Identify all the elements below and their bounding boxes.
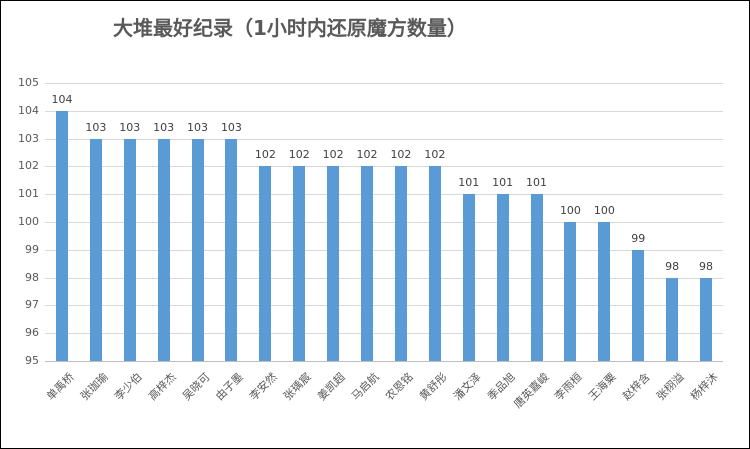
y-axis-tick-label: 97 — [25, 298, 39, 312]
bar-value-label: 102 — [288, 148, 310, 162]
gridline — [45, 194, 723, 196]
gridline — [45, 249, 723, 251]
x-axis-category-label: 张珈瑜 — [77, 370, 111, 403]
bar[interactable] — [327, 166, 340, 361]
bar[interactable] — [55, 110, 68, 361]
y-axis-tick-label: 96 — [25, 326, 39, 340]
bar-value-label: 99 — [631, 231, 646, 245]
y-axis-tick-label: 104 — [18, 103, 39, 117]
y-axis-tick-label: 102 — [18, 159, 39, 173]
bar[interactable] — [259, 166, 272, 361]
x-axis-category-label: 李少伯 — [111, 370, 145, 403]
x-axis-category-label: 姜凯超 — [315, 370, 348, 403]
bar-value-label: 103 — [119, 120, 141, 134]
bar-value-label: 103 — [85, 120, 107, 134]
bar[interactable] — [666, 277, 679, 361]
gridline — [45, 110, 723, 112]
bar[interactable] — [225, 138, 238, 361]
bar-value-label: 102 — [390, 148, 412, 162]
bar[interactable] — [598, 222, 611, 361]
bar[interactable] — [530, 194, 543, 361]
bar-value-label: 100 — [559, 204, 581, 217]
x-axis-category-label: 赵梓含 — [620, 370, 653, 403]
bar-value-label: 101 — [526, 176, 548, 190]
gridline — [45, 138, 723, 140]
gridline — [45, 305, 723, 307]
bar[interactable] — [157, 138, 170, 361]
bar[interactable] — [632, 249, 645, 361]
bar-value-label: 104 — [51, 92, 73, 106]
bar-value-label: 98 — [665, 259, 680, 273]
x-axis-category-label: 由子墨 — [213, 370, 247, 403]
bar-value-label: 103 — [153, 120, 175, 134]
bar-value-label: 102 — [322, 148, 344, 162]
gridline — [45, 277, 723, 279]
x-axis-category-label: 潘文泽 — [450, 370, 484, 403]
x-axis-category-label: 高梓杰 — [145, 370, 179, 403]
bar[interactable] — [89, 138, 102, 361]
x-axis-category-label: 马启航 — [349, 370, 382, 403]
bar-value-label: 103 — [220, 120, 242, 134]
bar[interactable] — [462, 194, 475, 361]
x-axis-category-label: 李安然 — [247, 370, 280, 403]
x-axis-category-label: 单禹桥 — [44, 370, 77, 403]
bar-value-label: 102 — [254, 148, 276, 162]
bar[interactable] — [394, 166, 407, 361]
y-axis-tick-label: 98 — [25, 270, 39, 284]
bar-value-label: 103 — [187, 120, 209, 134]
gridline — [45, 222, 723, 223]
x-axis-category-label: 杨梓沐 — [688, 370, 721, 403]
y-axis-tick-label: 100 — [18, 215, 39, 228]
chart-title: 大堆最好纪录（1小时内还原魔方数量） — [113, 16, 467, 40]
bar-value-label: 101 — [492, 176, 514, 190]
x-axis-category-label: 农恩铭 — [383, 370, 416, 403]
y-axis-tick-label: 101 — [18, 187, 39, 201]
x-axis-category-label: 李雨桓 — [552, 370, 586, 403]
bar[interactable] — [700, 277, 713, 361]
bar[interactable] — [496, 194, 509, 361]
x-axis-category-label: 唐英嘉峻 — [510, 370, 552, 411]
bar-value-label: 98 — [699, 259, 714, 273]
bar-value-label: 100 — [593, 204, 615, 217]
bar[interactable] — [191, 138, 204, 361]
bar-value-label: 102 — [424, 148, 446, 162]
plot-area: 104 单禹桥 103 张珈瑜 103 李少伯 103 高梓杰 103 吴晓可 103 由子墨 102 李… — [44, 83, 723, 411]
x-axis-category-label: 张栩溢 — [654, 370, 687, 403]
x-axis-category-label: 吴晓可 — [179, 370, 213, 403]
y-axis-tick-label: 99 — [25, 242, 39, 256]
x-axis-category-label: 王海粟 — [586, 370, 619, 403]
y-axis-tick-label: 95 — [25, 354, 39, 367]
bar[interactable] — [123, 138, 136, 361]
bar-value-label: 102 — [356, 148, 378, 162]
y-axis-tick-label: 103 — [18, 131, 39, 145]
gridline — [45, 333, 723, 335]
gridline — [45, 166, 723, 168]
x-axis-category-label: 张瑀宸 — [281, 370, 314, 403]
gridline — [45, 83, 723, 84]
bar[interactable] — [428, 166, 441, 361]
bar[interactable] — [293, 166, 306, 361]
bar[interactable] — [361, 166, 374, 361]
bar[interactable] — [564, 222, 577, 361]
y-axis-tick-label: 105 — [18, 76, 39, 89]
bar-value-label: 101 — [458, 176, 480, 190]
x-axis-category-label: 黄舒彤 — [416, 370, 450, 403]
